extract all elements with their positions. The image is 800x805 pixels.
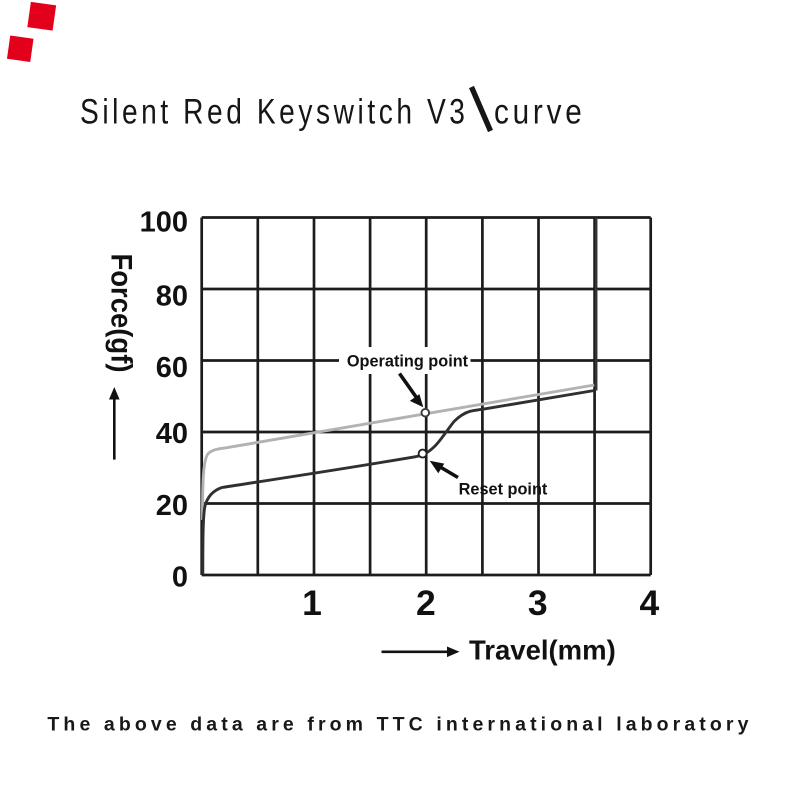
svg-text:The above data are from TTC in: The above data are from TTC internationa… (47, 714, 752, 736)
svg-text:20: 20 (156, 490, 188, 522)
svg-text:80: 80 (156, 280, 188, 312)
svg-text:Silent Red Keyswitch V3: Silent Red Keyswitch V3 (80, 91, 469, 131)
svg-text:Force(gf): Force(gf) (105, 254, 138, 373)
svg-text:Operating point: Operating point (347, 352, 469, 370)
svg-text:curve: curve (494, 91, 586, 131)
svg-text:60: 60 (156, 352, 188, 384)
svg-text:4: 4 (640, 583, 660, 623)
svg-text:0: 0 (172, 562, 188, 594)
svg-text:100: 100 (140, 207, 188, 239)
svg-text:Travel(mm): Travel(mm) (469, 635, 616, 666)
svg-text:Reset point: Reset point (459, 480, 548, 498)
svg-text:3: 3 (528, 583, 548, 623)
svg-text:2: 2 (416, 583, 436, 623)
svg-text:1: 1 (302, 583, 322, 623)
svg-text:40: 40 (156, 418, 188, 450)
